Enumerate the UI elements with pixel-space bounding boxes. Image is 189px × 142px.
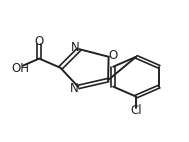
Text: Cl: Cl	[130, 104, 142, 117]
Text: O: O	[109, 49, 118, 61]
Text: OH: OH	[12, 62, 29, 75]
Text: N: N	[70, 82, 79, 95]
Text: O: O	[35, 35, 44, 48]
Text: N: N	[71, 41, 79, 54]
